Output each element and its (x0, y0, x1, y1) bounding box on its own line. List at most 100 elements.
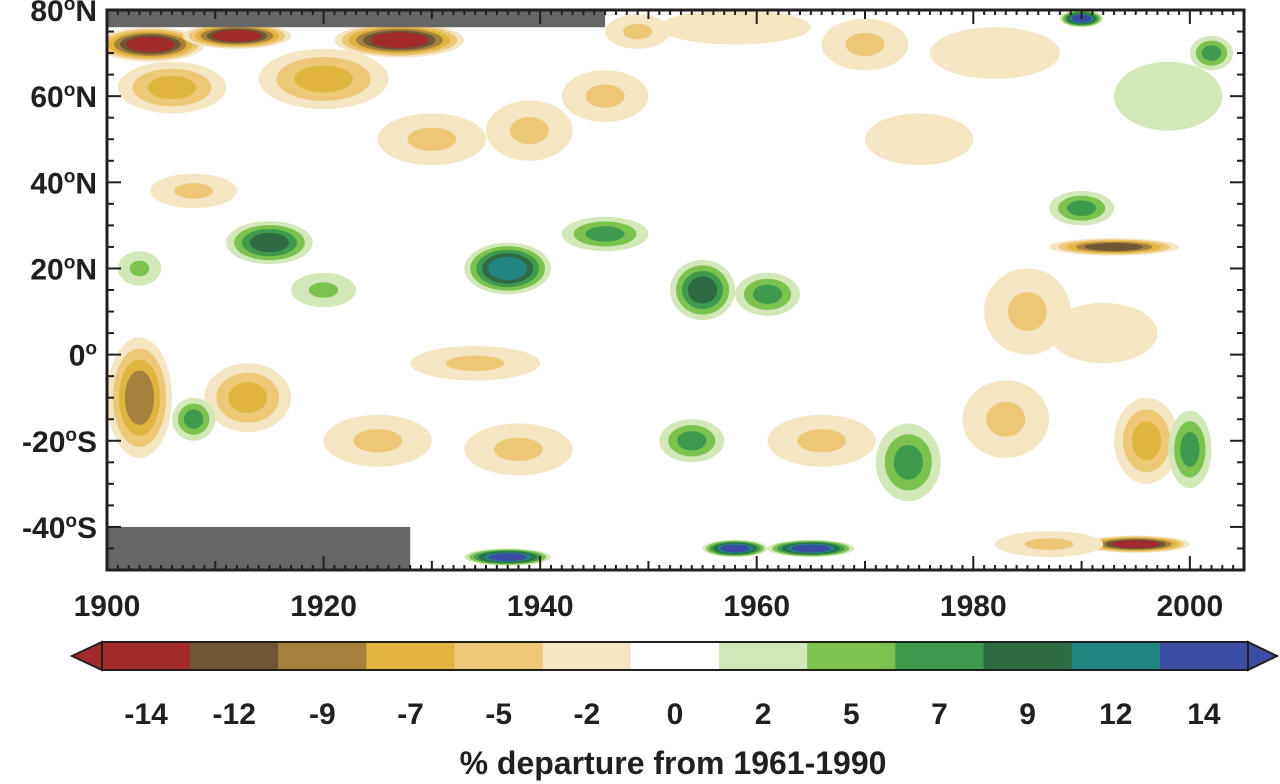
anomaly-cell (659, 10, 811, 45)
anomaly-cell (865, 113, 974, 166)
anomaly-contour (212, 30, 262, 42)
anomaly-contour (1084, 243, 1144, 251)
anomaly-contour (752, 284, 783, 304)
colorbar-frame (101, 641, 1249, 671)
anomaly-cell (605, 14, 671, 49)
anomaly-contours (107, 10, 1234, 566)
colorbar-swatch (190, 642, 279, 670)
colorbar-swatch (719, 642, 808, 670)
anomaly-cell (1081, 535, 1190, 553)
anomaly-cell (464, 423, 573, 476)
anomaly-cell (702, 539, 768, 558)
colorbar-title: % departure from 1961-1990 (460, 745, 887, 781)
y-axis-tick-labels: 80oN 60oN 40oN 20oN 0o -20oS -40oS (22, 0, 97, 545)
anomaly-contour (845, 32, 885, 57)
colorbar-high-arrow (1247, 640, 1280, 672)
anomaly-contour (308, 282, 339, 298)
anomaly-contour (445, 355, 505, 371)
anomaly-contour (509, 117, 549, 145)
colorbar-label: 2 (755, 698, 772, 731)
anomaly-contour (249, 232, 289, 253)
anomaly-cell (735, 272, 801, 316)
y-tick-label: 20oN (30, 252, 97, 286)
anomaly-contour (585, 226, 625, 242)
anomaly-contour (585, 84, 625, 108)
anomaly-contour (622, 23, 653, 40)
anomaly-contour (129, 260, 150, 277)
anomaly-cell (1168, 410, 1212, 489)
anomaly-cell (107, 337, 172, 459)
anomaly-cell (1049, 238, 1180, 256)
colorbar-swatch (983, 642, 1073, 670)
colorbar-swatch (542, 642, 632, 670)
anomaly-cell (226, 221, 313, 265)
colorbar-label: 7 (931, 698, 948, 731)
anomaly-cell (821, 18, 909, 71)
colorbar-label: 0 (667, 698, 684, 731)
anomaly-contour (228, 382, 268, 414)
missing-data-mask (107, 10, 606, 28)
anomaly-contour (488, 553, 528, 561)
anomaly-contour (1201, 45, 1222, 61)
x-tick-label: 1920 (290, 590, 357, 623)
colorbar: -14 -12 -9 -7 -5 -2 0 2 5 7 9 12 14 (69, 640, 1280, 731)
colorbar-label: -12 (213, 698, 256, 731)
anomaly-cell (291, 272, 357, 308)
anomaly-cell (258, 48, 389, 110)
anomaly-cell (117, 61, 227, 114)
colorbar-label: -2 (574, 698, 601, 731)
anomaly-cell (171, 397, 216, 441)
colorbar-label: 12 (1099, 698, 1132, 731)
colorbar-swatch (630, 642, 720, 670)
colorbar-swatch (278, 642, 367, 670)
colorbar-label: -5 (485, 698, 512, 731)
anomaly-contour (125, 36, 175, 53)
colorbar-swatch (1071, 642, 1161, 670)
colorbar-swatch (102, 642, 191, 670)
y-tick-label: 80oN (30, 0, 97, 28)
anomaly-cell (875, 423, 941, 502)
anomaly-contour (124, 370, 155, 425)
anomaly-contour (407, 127, 457, 151)
colorbar-label: 9 (1019, 698, 1036, 731)
colorbar-swatch (1159, 642, 1249, 670)
anomaly-cell (117, 251, 162, 286)
anomaly-cell (1049, 190, 1115, 226)
anomaly-contour (929, 27, 1060, 79)
colorbar-label: 14 (1187, 698, 1221, 731)
axis-ticks (106, 9, 1245, 571)
anomaly-contour (183, 409, 204, 429)
y-tick-label: 40oN (30, 166, 97, 200)
anomaly-cell (204, 363, 292, 433)
anomaly-cell (150, 173, 237, 209)
y-tick-label: -40oS (22, 511, 97, 545)
anomaly-cell (994, 531, 1104, 558)
anomaly-contour (1066, 200, 1097, 216)
anomaly-contour (659, 10, 811, 45)
anomaly-cell (1189, 35, 1234, 71)
anomaly-contour (1131, 421, 1162, 461)
anomaly-contour (494, 437, 543, 462)
anomaly-contour (174, 183, 214, 199)
colorbar-swatch (895, 642, 985, 670)
anomaly-cell (962, 380, 1050, 458)
anomaly-cell (561, 70, 649, 122)
anomaly-contour (294, 65, 353, 93)
anomaly-cell (659, 419, 725, 463)
anomaly-contour (1180, 431, 1200, 467)
colorbar-swatch (454, 642, 544, 670)
anomaly-cell (1049, 302, 1158, 364)
x-tick-label: 1940 (507, 590, 574, 623)
anomaly-contour (865, 113, 974, 166)
missing-data-mask (107, 526, 411, 570)
colorbar-label: 5 (843, 698, 860, 731)
missing-data-masks (107, 10, 606, 570)
anomaly-contour (677, 431, 707, 451)
anomaly-contour (720, 544, 750, 553)
anomaly-contour (1007, 292, 1047, 331)
anomaly-cell (1114, 397, 1180, 484)
colorbar-low-arrow (69, 640, 103, 672)
anomaly-contour (1049, 302, 1158, 364)
x-tick-label: 1980 (940, 590, 1007, 623)
